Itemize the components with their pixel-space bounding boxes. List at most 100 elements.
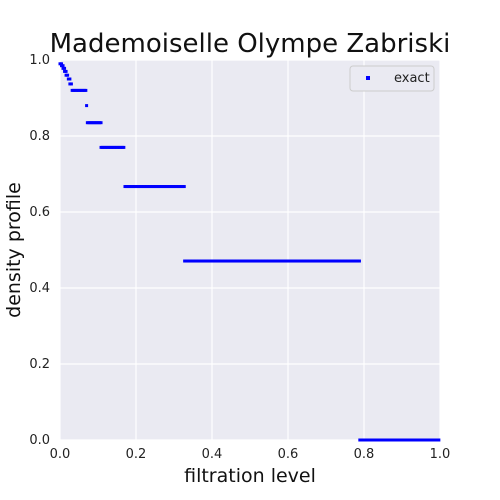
data-point [361, 438, 365, 442]
data-point [82, 88, 86, 92]
data-point [61, 66, 65, 70]
data-point [423, 438, 427, 442]
legend-box [349, 65, 435, 92]
data-point [419, 438, 423, 442]
data-point [175, 185, 179, 189]
data-points [58, 62, 441, 442]
data-point [161, 185, 165, 189]
grid [59, 59, 441, 441]
data-point [64, 73, 68, 77]
data-point [271, 259, 275, 263]
data-point [265, 259, 269, 263]
legend-label: exact [394, 71, 430, 86]
data-point [122, 145, 126, 149]
data-point [218, 259, 222, 263]
data-point [304, 259, 308, 263]
data-point [94, 121, 98, 125]
data-point [357, 259, 361, 263]
data-point [108, 145, 112, 149]
data-point [385, 438, 389, 442]
data-point [370, 438, 374, 442]
data-point [378, 438, 382, 442]
data-point [327, 259, 331, 263]
data-point [114, 145, 118, 149]
data-point [60, 62, 64, 66]
data-point [254, 259, 258, 263]
data-point [173, 185, 177, 189]
data-point [64, 69, 68, 73]
data-point [289, 259, 293, 263]
data-point [230, 259, 234, 263]
data-point [222, 259, 226, 263]
data-point [146, 185, 150, 189]
data-point [138, 185, 142, 189]
data-point [250, 259, 254, 263]
data-point [66, 73, 70, 77]
data-point [298, 259, 302, 263]
data-point [70, 88, 74, 92]
data-point [149, 185, 153, 189]
data-point [61, 64, 65, 68]
data-point [159, 185, 163, 189]
data-point [119, 145, 123, 149]
data-point [78, 88, 82, 92]
data-point [213, 259, 217, 263]
data-point [251, 259, 255, 263]
data-point [362, 438, 366, 442]
data-point [192, 259, 196, 263]
data-point [303, 259, 307, 263]
data-point [301, 259, 305, 263]
data-point [416, 438, 420, 442]
data-point [417, 438, 421, 442]
x-tick-label: 1.0 [430, 447, 451, 462]
data-point [376, 438, 380, 442]
data-point [107, 145, 111, 149]
data-point [353, 259, 357, 263]
data-point [104, 145, 108, 149]
data-point [195, 259, 199, 263]
y-tick-label: 0.6 [29, 205, 50, 220]
data-point [123, 185, 127, 189]
data-point [347, 259, 351, 263]
data-point [367, 438, 371, 442]
data-point [227, 259, 231, 263]
data-point [259, 259, 263, 263]
data-point [196, 259, 200, 263]
data-point [210, 259, 214, 263]
data-point [408, 438, 412, 442]
data-point [193, 259, 197, 263]
data-point [294, 259, 298, 263]
data-point [190, 259, 194, 263]
data-point [330, 259, 334, 263]
data-point [105, 145, 109, 149]
data-point [406, 438, 410, 442]
data-point [73, 88, 77, 92]
data-point [283, 259, 287, 263]
data-point [384, 438, 388, 442]
data-point [342, 259, 346, 263]
data-point [181, 185, 185, 189]
data-point [167, 185, 171, 189]
data-point [335, 259, 339, 263]
data-point [158, 185, 162, 189]
data-point [434, 438, 438, 442]
data-point [102, 145, 106, 149]
data-point [364, 438, 368, 442]
data-point [84, 88, 88, 92]
data-point [182, 185, 186, 189]
data-point [96, 121, 100, 125]
data-point [131, 185, 135, 189]
data-point [248, 259, 252, 263]
data-point [111, 145, 115, 149]
data-point [344, 259, 348, 263]
data-point [231, 259, 235, 263]
data-point [257, 259, 261, 263]
data-point [117, 145, 121, 149]
data-point [332, 259, 336, 263]
data-point [295, 259, 299, 263]
data-point [156, 185, 160, 189]
data-point [431, 438, 435, 442]
data-point [183, 259, 187, 263]
data-point [316, 259, 320, 263]
